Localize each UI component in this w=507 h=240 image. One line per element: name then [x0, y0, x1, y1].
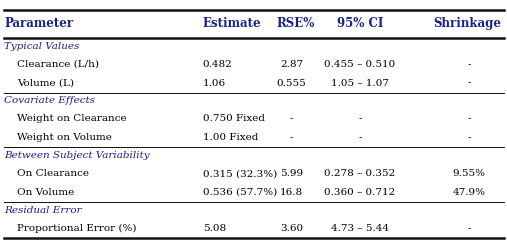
Text: Clearance (L/h): Clearance (L/h): [17, 60, 99, 69]
Text: 1.00 Fixed: 1.00 Fixed: [203, 133, 258, 142]
Text: 0.482: 0.482: [203, 60, 233, 69]
Text: 0.455 – 0.510: 0.455 – 0.510: [324, 60, 395, 69]
Text: 1.06: 1.06: [203, 78, 226, 88]
Text: 3.60: 3.60: [280, 224, 303, 233]
Text: -: -: [290, 133, 293, 142]
Text: 2.87: 2.87: [280, 60, 303, 69]
Text: Weight on Clearance: Weight on Clearance: [17, 114, 126, 123]
Text: Between Subject Variability: Between Subject Variability: [4, 151, 150, 160]
Text: -: -: [467, 133, 470, 142]
Text: 5.08: 5.08: [203, 224, 226, 233]
Text: 1.05 – 1.07: 1.05 – 1.07: [331, 78, 389, 88]
Text: Shrinkage: Shrinkage: [433, 17, 501, 30]
Text: -: -: [467, 78, 470, 88]
Text: Parameter: Parameter: [4, 17, 73, 30]
Text: -: -: [358, 133, 361, 142]
Text: 0.750 Fixed: 0.750 Fixed: [203, 114, 265, 123]
Text: -: -: [358, 114, 361, 123]
Text: 0.536 (57.7%): 0.536 (57.7%): [203, 188, 277, 197]
Text: -: -: [467, 114, 470, 123]
Text: -: -: [467, 224, 470, 233]
Text: Volume (L): Volume (L): [17, 78, 74, 88]
Text: Typical Values: Typical Values: [4, 42, 80, 51]
Text: 47.9%: 47.9%: [452, 188, 486, 197]
Text: -: -: [290, 114, 293, 123]
Text: 4.73 – 5.44: 4.73 – 5.44: [331, 224, 389, 233]
Text: On Volume: On Volume: [17, 188, 74, 197]
Text: 95% CI: 95% CI: [337, 17, 383, 30]
Text: -: -: [467, 60, 470, 69]
Text: Proportional Error (%): Proportional Error (%): [17, 224, 136, 233]
Text: Covariate Effects: Covariate Effects: [4, 96, 95, 106]
Text: 16.8: 16.8: [280, 188, 303, 197]
Text: Estimate: Estimate: [203, 17, 262, 30]
Text: Residual Error: Residual Error: [4, 206, 82, 215]
Text: 0.555: 0.555: [277, 78, 306, 88]
Text: 0.278 – 0.352: 0.278 – 0.352: [324, 169, 395, 178]
Text: 9.55%: 9.55%: [452, 169, 486, 178]
Text: 0.315 (32.3%): 0.315 (32.3%): [203, 169, 277, 178]
Text: Weight on Volume: Weight on Volume: [17, 133, 112, 142]
Text: 0.360 – 0.712: 0.360 – 0.712: [324, 188, 395, 197]
Text: RSE%: RSE%: [276, 17, 315, 30]
Text: 5.99: 5.99: [280, 169, 303, 178]
Text: On Clearance: On Clearance: [17, 169, 89, 178]
